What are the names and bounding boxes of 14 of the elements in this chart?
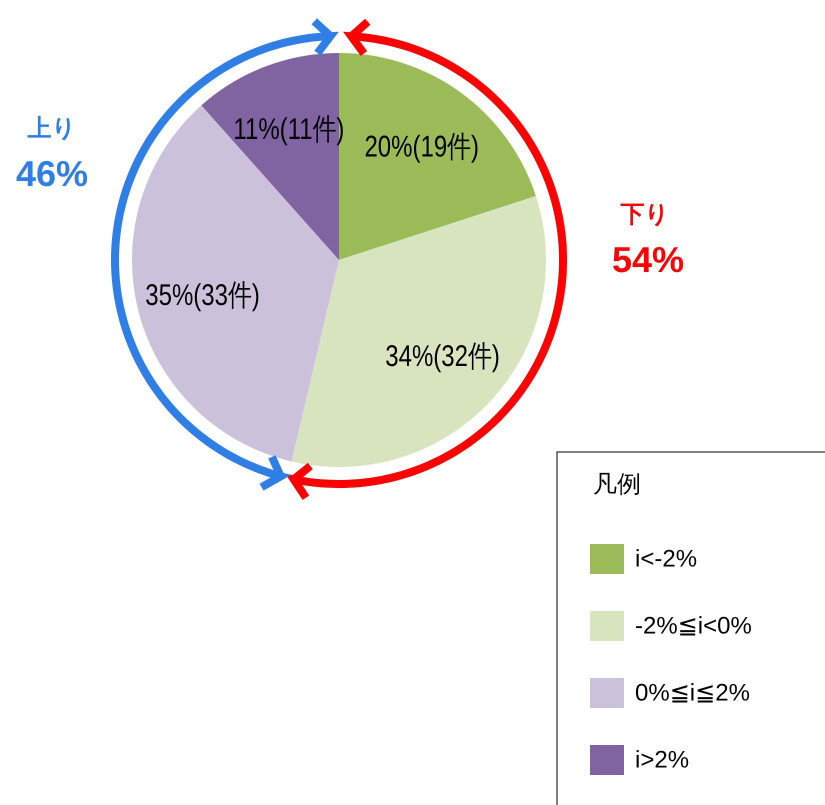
legend-label: 0%≦i≦2% xyxy=(635,680,750,706)
text: 46% xyxy=(16,153,88,194)
legend-label: i>2% xyxy=(635,746,690,774)
data-label: 20%(19件) xyxy=(364,129,480,164)
data-label: 34%(32件) xyxy=(385,338,500,372)
text: 54% xyxy=(612,239,684,280)
legend-title: 凡例 xyxy=(593,471,641,498)
pie-slice xyxy=(292,196,546,467)
data-label: 35%(33件) xyxy=(145,277,260,312)
legend-label: i<-2% xyxy=(635,546,698,572)
text: 下り xyxy=(620,201,670,228)
data-label: 11%(11件) xyxy=(233,111,344,146)
text: 上り xyxy=(26,115,76,142)
legend-label: -2%≦i<0% xyxy=(635,612,752,640)
